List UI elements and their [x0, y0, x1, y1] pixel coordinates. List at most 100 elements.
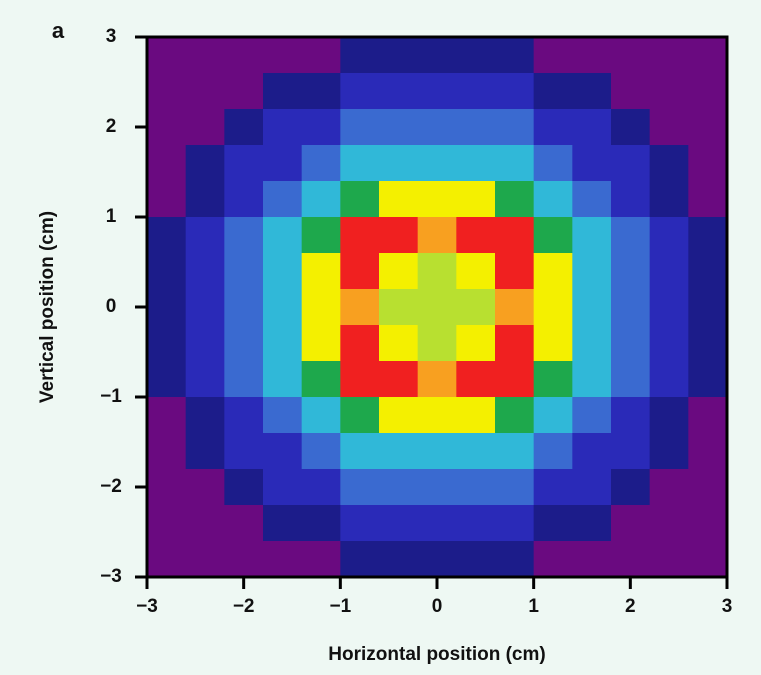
heatmap-cell — [224, 433, 264, 470]
heatmap-cell — [185, 505, 225, 542]
heatmap-cell — [611, 73, 651, 110]
heatmap-cell — [301, 73, 341, 110]
heatmap-cell — [263, 37, 303, 74]
panel-label: a — [52, 18, 65, 43]
y-tick-label: 1 — [106, 206, 117, 227]
heatmap-cell — [495, 217, 535, 254]
heatmap-cell — [301, 37, 341, 74]
x-tick-label: 1 — [528, 596, 539, 617]
heatmap-cell — [224, 181, 264, 218]
heatmap-cell — [185, 433, 225, 470]
heatmap-cell — [456, 361, 496, 398]
heatmap-cell — [224, 217, 264, 254]
y-tick-label: 3 — [106, 26, 117, 47]
heatmap-cell — [456, 253, 496, 290]
y-tick-label: 0 — [106, 296, 117, 317]
heatmap-cell — [147, 181, 187, 218]
heatmap-cell — [340, 289, 380, 326]
heatmap-cell — [147, 433, 187, 470]
heatmap-cell — [340, 541, 380, 578]
heatmap-cell — [495, 433, 535, 470]
heatmap-cell — [533, 217, 573, 254]
heatmap-cell — [456, 469, 496, 506]
heatmap-cell — [379, 253, 419, 290]
heatmap-cell — [649, 289, 689, 326]
heatmap-cell — [688, 73, 728, 110]
heatmap-cell — [263, 433, 303, 470]
heatmap-cell — [611, 325, 651, 362]
heatmap-cell — [185, 145, 225, 182]
heatmap-cell — [379, 181, 419, 218]
heatmap-cell — [417, 109, 457, 146]
heatmap-cell — [611, 217, 651, 254]
heatmap-cell — [301, 181, 341, 218]
heatmap-cell — [533, 541, 573, 578]
heatmap-cell — [533, 469, 573, 506]
heatmap-cell — [417, 289, 457, 326]
heatmap-cell — [611, 289, 651, 326]
heatmap-cell — [533, 253, 573, 290]
heatmap-cell — [301, 397, 341, 434]
heatmap-cell — [379, 541, 419, 578]
y-tick-label: −3 — [100, 566, 122, 587]
heatmap-cell — [185, 217, 225, 254]
heatmap-cell — [301, 217, 341, 254]
heatmap-cell — [147, 325, 187, 362]
heatmap-cell — [340, 253, 380, 290]
heatmap-cell — [417, 145, 457, 182]
heatmap-cell — [185, 469, 225, 506]
heatmap-cell — [456, 397, 496, 434]
heatmap-cell — [456, 145, 496, 182]
heatmap-cell — [495, 109, 535, 146]
heatmap-cell — [147, 253, 187, 290]
heatmap-cell — [417, 73, 457, 110]
heatmap-cell — [688, 37, 728, 74]
heatmap-cell — [688, 253, 728, 290]
heatmap-cell — [456, 541, 496, 578]
heatmap-cell — [379, 325, 419, 362]
heatmap-cell — [572, 469, 612, 506]
heatmap-cell — [495, 469, 535, 506]
heatmap-cell — [649, 361, 689, 398]
heatmap-cell — [224, 289, 264, 326]
heatmap-cell — [611, 505, 651, 542]
heatmap-cell — [611, 433, 651, 470]
heatmap-cell — [533, 73, 573, 110]
heatmap-cell — [611, 181, 651, 218]
heatmap-cell — [649, 217, 689, 254]
heatmap-cell — [147, 397, 187, 434]
heatmap-cell — [417, 181, 457, 218]
heatmap-cell — [649, 37, 689, 74]
heatmap-cell — [456, 325, 496, 362]
heatmap-cell — [224, 109, 264, 146]
heatmap-cell — [649, 505, 689, 542]
heatmap-cell — [185, 253, 225, 290]
heatmap-cell — [572, 37, 612, 74]
heatmap-cell — [147, 73, 187, 110]
heatmap-cell — [417, 37, 457, 74]
x-tick-label: 0 — [432, 596, 443, 617]
y-axis-title: Vertical position (cm) — [37, 211, 58, 403]
heatmap-cell — [495, 73, 535, 110]
heatmap-cell — [611, 469, 651, 506]
heatmap-cell — [340, 397, 380, 434]
heatmap-cell — [340, 37, 380, 74]
heatmap-cell — [495, 541, 535, 578]
heatmap-cell — [301, 289, 341, 326]
heatmap-cell — [263, 289, 303, 326]
heatmap-cell — [688, 433, 728, 470]
heatmap-cell — [301, 433, 341, 470]
heatmap-cell — [456, 37, 496, 74]
heatmap-cell — [572, 73, 612, 110]
heatmap-cell — [224, 37, 264, 74]
heatmap-cell — [495, 361, 535, 398]
heatmap-cell — [456, 181, 496, 218]
y-tick-label: −1 — [100, 386, 122, 407]
heatmap-cell — [301, 541, 341, 578]
heatmap-cell — [340, 145, 380, 182]
heatmap-cell — [379, 289, 419, 326]
heatmap-cell — [263, 109, 303, 146]
heatmap-cell — [185, 397, 225, 434]
heatmap-cell — [379, 505, 419, 542]
heatmap-cell — [611, 397, 651, 434]
